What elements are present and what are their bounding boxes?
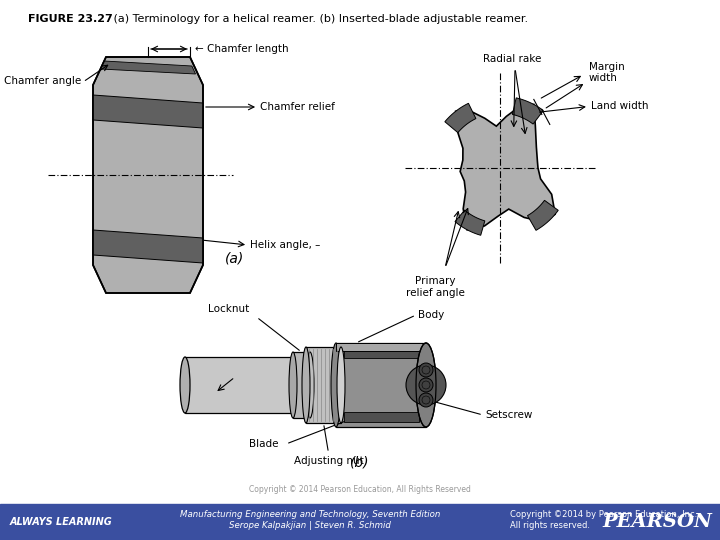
Text: ← Chamfer length: ← Chamfer length: [195, 44, 289, 54]
Bar: [336, 343, 426, 427]
Ellipse shape: [416, 343, 436, 427]
Text: Blade: Blade: [250, 439, 279, 449]
Polygon shape: [93, 230, 203, 263]
Polygon shape: [455, 210, 485, 235]
Text: Copyright ©2014 by Pearson Education, Inc.
All rights reserved.: Copyright ©2014 by Pearson Education, In…: [510, 510, 697, 530]
Polygon shape: [93, 95, 203, 128]
Ellipse shape: [337, 347, 345, 423]
Bar: [306, 347, 341, 423]
Text: Radial rake: Radial rake: [483, 54, 541, 64]
Text: Manufacturing Engineering and Technology, Seventh Edition
Serope Kalpakjian | St: Manufacturing Engineering and Technology…: [180, 510, 440, 530]
Polygon shape: [513, 98, 544, 124]
Polygon shape: [528, 200, 558, 231]
Ellipse shape: [289, 352, 297, 418]
Circle shape: [419, 378, 433, 392]
Polygon shape: [100, 61, 196, 74]
Ellipse shape: [302, 347, 310, 423]
Bar: [344, 412, 419, 422]
Text: Land width: Land width: [591, 102, 648, 111]
Text: Copyright © 2014 Pearson Education, All Rights Reserved: Copyright © 2014 Pearson Education, All …: [249, 485, 471, 495]
Bar: [344, 348, 419, 358]
Text: Chamfer angle: Chamfer angle: [4, 76, 81, 86]
Bar: [293, 352, 310, 418]
Ellipse shape: [306, 352, 314, 418]
Ellipse shape: [331, 343, 341, 427]
Text: Setscrew: Setscrew: [485, 410, 532, 420]
Text: Locknut: Locknut: [208, 304, 250, 314]
Text: Margin
width: Margin width: [589, 62, 624, 83]
Text: Primary
relief angle: Primary relief angle: [405, 276, 464, 298]
Text: ALWAYS LEARNING: ALWAYS LEARNING: [10, 517, 113, 527]
Bar: [0, 504, 720, 540]
Text: (a) Terminology for a helical reamer. (b) Inserted-blade adjustable reamer.: (a) Terminology for a helical reamer. (b…: [103, 14, 528, 24]
Text: (a): (a): [225, 251, 245, 265]
Text: Chamfer relief: Chamfer relief: [260, 102, 335, 112]
Text: Adjusting nut: Adjusting nut: [294, 456, 364, 466]
Polygon shape: [445, 103, 476, 133]
Polygon shape: [456, 104, 555, 230]
Text: (b): (b): [350, 455, 370, 469]
Text: Helix angle, –: Helix angle, –: [250, 240, 320, 250]
Circle shape: [406, 365, 446, 405]
Ellipse shape: [180, 357, 190, 413]
Circle shape: [419, 393, 433, 407]
Bar: [336, 343, 426, 351]
Circle shape: [419, 363, 433, 377]
Text: FIGURE 23.27: FIGURE 23.27: [28, 14, 113, 24]
Text: Body: Body: [418, 310, 444, 320]
Polygon shape: [93, 57, 203, 293]
Bar: [185, 357, 298, 413]
Text: PEARSON: PEARSON: [602, 513, 712, 531]
